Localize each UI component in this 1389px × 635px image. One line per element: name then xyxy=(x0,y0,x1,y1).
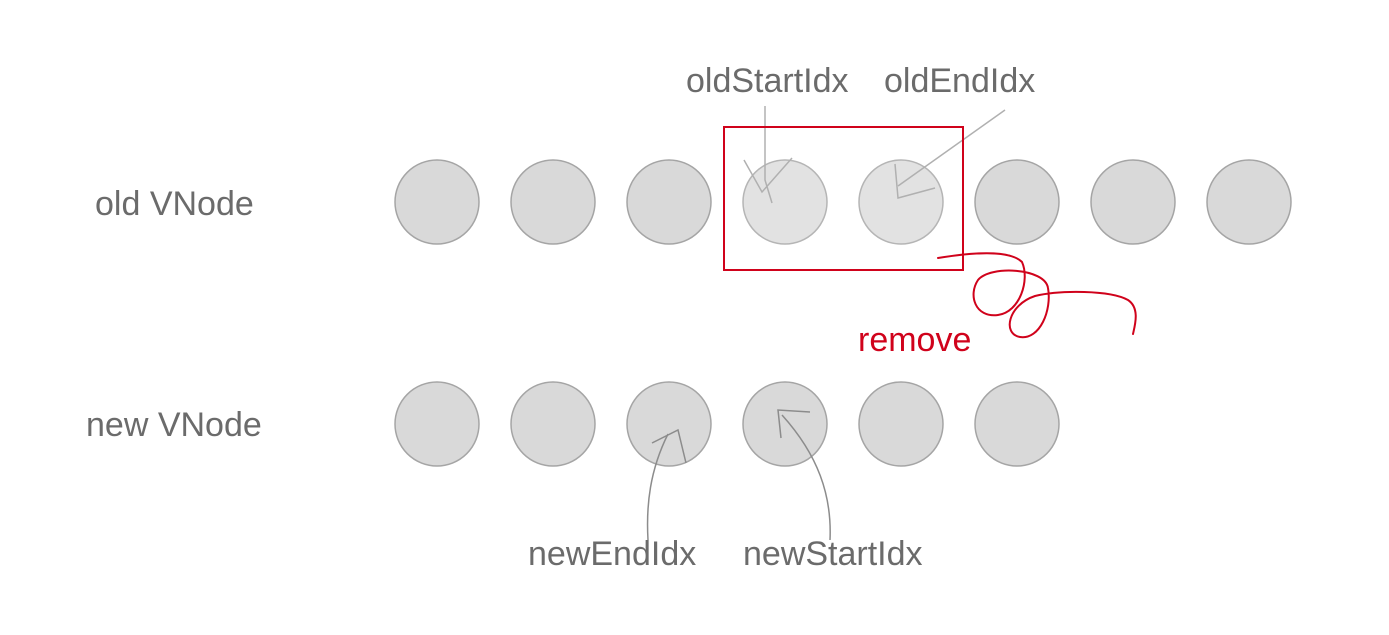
old-vnode-node-2 xyxy=(510,159,596,245)
new-start-idx-arrow-shaft xyxy=(781,414,831,541)
new-start-idx-arrow-head xyxy=(777,409,811,439)
old-vnode-node-1 xyxy=(394,159,480,245)
new-vnode-node-4 xyxy=(742,381,828,467)
new-vnode-row xyxy=(394,381,1060,467)
old-start-idx-arrow-head xyxy=(743,157,793,194)
remove-box xyxy=(723,126,964,271)
old-end-idx-arrow-head xyxy=(894,163,936,199)
old-vnode-label: old VNode xyxy=(95,185,254,223)
new-end-idx-arrow-shaft xyxy=(646,433,669,541)
remove-label: remove xyxy=(858,321,971,359)
old-vnode-row xyxy=(394,159,1292,245)
old-vnode-node-8 xyxy=(1206,159,1292,245)
remove-scribble xyxy=(937,252,1137,339)
old-vnode-node-4 xyxy=(742,159,828,245)
new-vnode-node-5 xyxy=(858,381,944,467)
new-start-idx-arrow xyxy=(777,409,831,541)
new-vnode-node-2 xyxy=(510,381,596,467)
new-end-idx-arrow xyxy=(646,428,687,541)
old-vnode-node-7 xyxy=(1090,159,1176,245)
new-end-idx-label: newEndIdx xyxy=(528,535,696,573)
new-vnode-node-3 xyxy=(626,381,712,467)
old-vnode-node-5 xyxy=(858,159,944,245)
old-end-idx-arrow xyxy=(894,109,1006,199)
old-start-idx-arrow xyxy=(743,106,793,204)
new-vnode-node-6 xyxy=(974,381,1060,467)
old-end-idx-arrow-shaft xyxy=(897,109,1006,187)
new-vnode-label: new VNode xyxy=(86,406,262,444)
old-start-idx-arrow-shaft xyxy=(764,106,773,204)
new-start-idx-label: newStartIdx xyxy=(743,535,923,573)
old-vnode-node-6 xyxy=(974,159,1060,245)
old-end-idx-label: oldEndIdx xyxy=(884,62,1035,100)
new-vnode-node-1 xyxy=(394,381,480,467)
old-vnode-node-3 xyxy=(626,159,712,245)
new-end-idx-arrow-head xyxy=(651,428,687,464)
old-start-idx-label: oldStartIdx xyxy=(686,62,849,100)
